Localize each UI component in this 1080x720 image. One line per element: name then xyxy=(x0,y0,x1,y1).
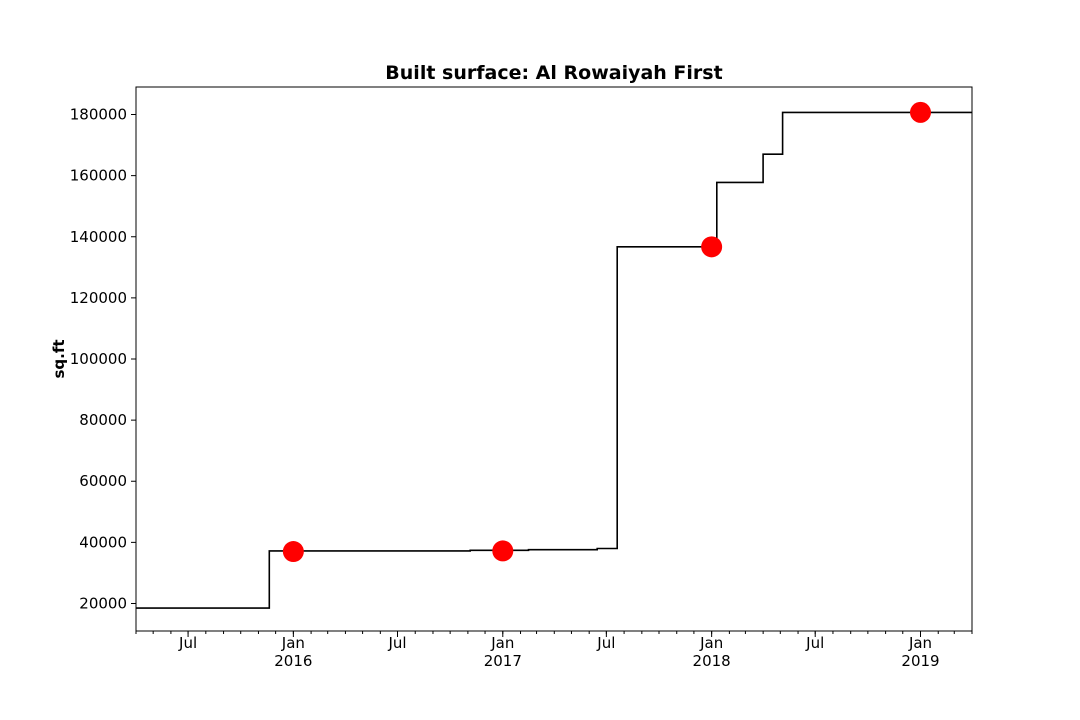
y-tick-label: 40000 xyxy=(79,533,127,551)
x-tick-label: Jan xyxy=(908,634,932,652)
y-tick-label: 180000 xyxy=(70,106,127,124)
y-axis-label: sq.ft xyxy=(50,339,68,378)
x-tick-label: Jul xyxy=(596,634,615,652)
y-tick-label: 80000 xyxy=(79,411,127,429)
x-tick-label: Jul xyxy=(178,634,197,652)
data-point xyxy=(282,541,304,563)
x-tick-year-label: 2018 xyxy=(693,652,731,670)
y-tick-label: 120000 xyxy=(70,289,127,307)
y-tick-label: 60000 xyxy=(79,472,127,490)
x-tick-label: Jan xyxy=(699,634,723,652)
data-point xyxy=(910,101,932,123)
chart-title: Built surface: Al Rowaiyah First xyxy=(385,62,722,84)
x-tick-year-label: 2017 xyxy=(484,652,522,670)
y-axis: 20000 40000 60000 80000 100000 120000 140000 16… xyxy=(70,106,136,612)
x-tick-year-label: 2016 xyxy=(274,652,312,670)
x-tick-label: Jul xyxy=(387,634,406,652)
data-point xyxy=(701,236,723,258)
y-tick-label: 160000 xyxy=(70,167,127,185)
y-tick-label: 100000 xyxy=(70,350,127,368)
data-point xyxy=(492,540,514,562)
y-tick-label: 20000 xyxy=(79,594,127,612)
x-tick-label: Jan xyxy=(281,634,305,652)
x-tick-label: Jul xyxy=(805,634,824,652)
plot-area xyxy=(136,101,972,609)
series-line xyxy=(136,111,972,609)
x-tick-label: Jan xyxy=(490,634,514,652)
y-tick-label: 140000 xyxy=(70,228,127,246)
x-tick-year-label: 2019 xyxy=(901,652,939,670)
